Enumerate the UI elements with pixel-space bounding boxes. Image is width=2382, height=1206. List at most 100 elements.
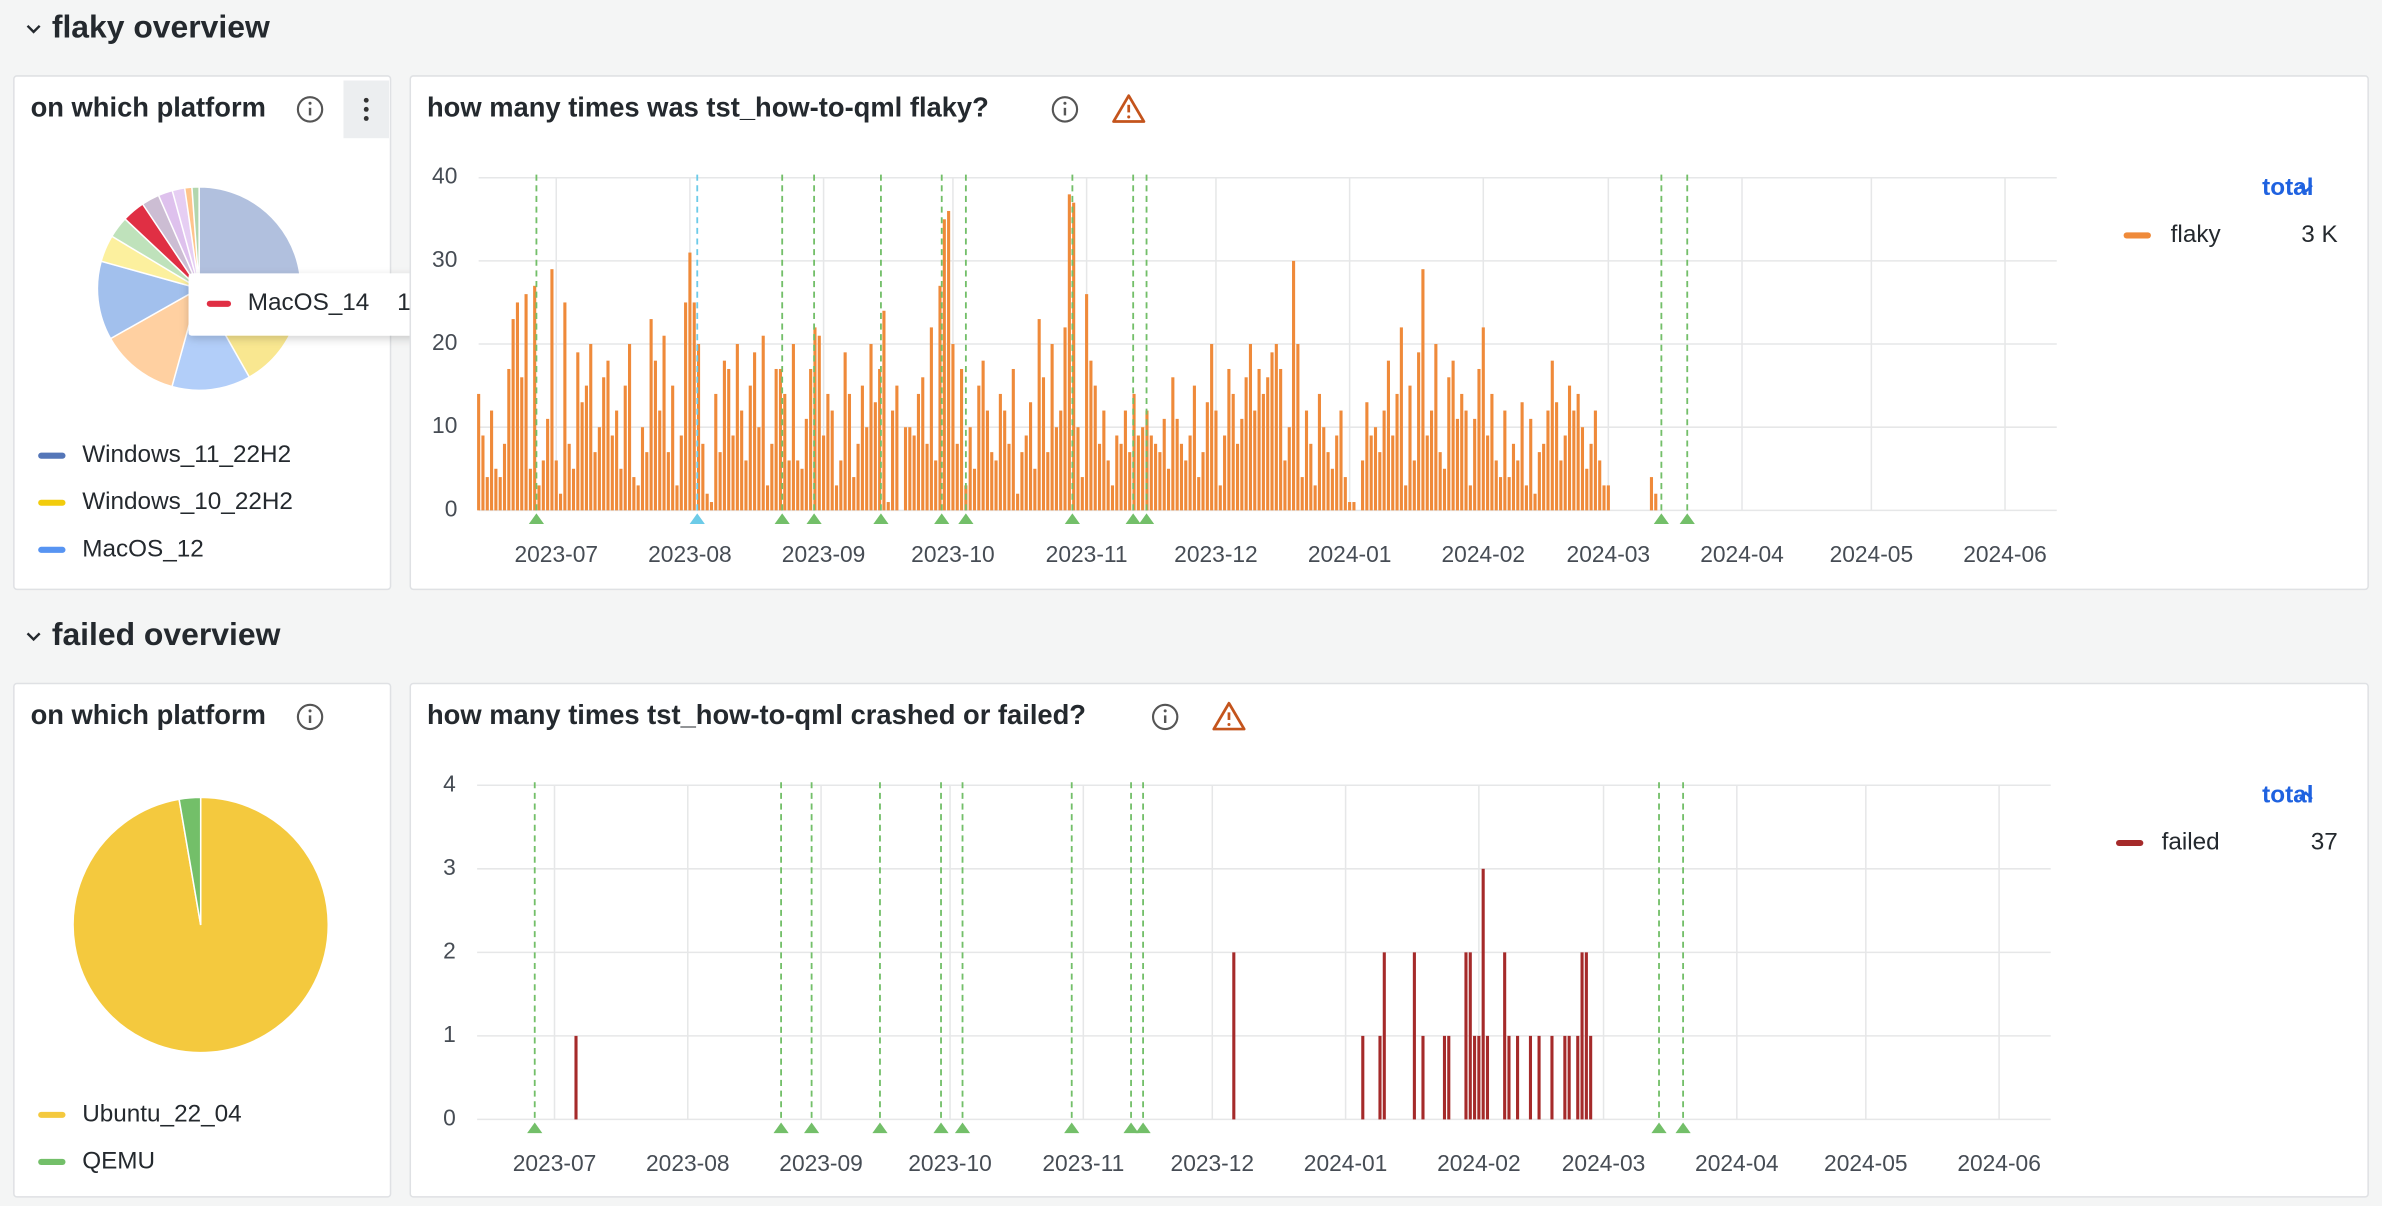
bar bbox=[1528, 1035, 1533, 1120]
bar bbox=[1369, 435, 1373, 511]
annotation-marker[interactable] bbox=[806, 513, 822, 525]
bar bbox=[671, 385, 675, 511]
bar bbox=[675, 485, 679, 511]
bar bbox=[1201, 452, 1205, 511]
legend-label[interactable]: MacOS_12 bbox=[82, 535, 204, 562]
pie-slice[interactable] bbox=[183, 186, 200, 289]
info-icon[interactable] bbox=[296, 703, 324, 731]
pie-slice[interactable] bbox=[109, 287, 201, 388]
annotation-marker[interactable] bbox=[527, 1122, 543, 1134]
warning-icon[interactable] bbox=[1212, 701, 1246, 731]
bar bbox=[955, 443, 959, 511]
annotation-marker[interactable] bbox=[1064, 513, 1080, 525]
annotation-marker[interactable] bbox=[689, 513, 705, 525]
annotation-marker[interactable] bbox=[873, 513, 889, 525]
pie-slice[interactable] bbox=[171, 187, 200, 289]
bar bbox=[1477, 368, 1481, 511]
panel-menu-dot[interactable] bbox=[363, 106, 369, 112]
annotation-marker[interactable] bbox=[773, 1122, 789, 1134]
legend-label[interactable]: failed bbox=[2162, 828, 2220, 855]
bar bbox=[636, 485, 640, 511]
pie-slice[interactable] bbox=[191, 186, 200, 289]
pie-slice[interactable] bbox=[96, 260, 202, 340]
legend-label[interactable]: QEMU bbox=[82, 1147, 155, 1174]
x-tick-label: 2024-03 bbox=[1562, 1150, 1646, 1176]
row-title[interactable]: flaky overview bbox=[52, 8, 270, 44]
pie-slice[interactable] bbox=[141, 194, 200, 290]
annotation-marker[interactable] bbox=[1125, 513, 1141, 525]
pie-slice[interactable] bbox=[100, 235, 200, 290]
annotation-marker[interactable] bbox=[1653, 513, 1669, 525]
pie-slice[interactable] bbox=[123, 202, 200, 290]
info-icon[interactable] bbox=[296, 96, 324, 123]
bar bbox=[1516, 460, 1520, 511]
bar bbox=[1516, 1035, 1520, 1120]
pie-slice[interactable] bbox=[171, 286, 251, 392]
legend-label[interactable]: Windows_10_22H2 bbox=[82, 488, 293, 515]
bar bbox=[1072, 202, 1076, 511]
annotation-marker[interactable] bbox=[1135, 1122, 1151, 1134]
annotation-marker[interactable] bbox=[1138, 513, 1155, 525]
y-tick-label: 2 bbox=[443, 937, 456, 963]
row-chevron[interactable] bbox=[26, 24, 41, 34]
annotation-marker[interactable] bbox=[774, 513, 790, 525]
pie-slice[interactable] bbox=[178, 796, 202, 926]
bar bbox=[847, 393, 852, 511]
row-title[interactable]: failed overview bbox=[52, 616, 281, 652]
panel-menu-dot[interactable] bbox=[363, 97, 369, 103]
bar bbox=[1494, 460, 1498, 511]
panel-title: on which platform bbox=[31, 92, 266, 123]
bar bbox=[1593, 410, 1597, 511]
x-tick-label: 2023-09 bbox=[779, 1150, 863, 1176]
bar bbox=[809, 368, 813, 511]
legend-label[interactable]: Windows_11_22H2 bbox=[82, 441, 291, 468]
annotation-marker[interactable] bbox=[1123, 1122, 1139, 1134]
annotation-marker[interactable] bbox=[1679, 513, 1695, 525]
info-icon-dot bbox=[1063, 101, 1067, 105]
legend-label[interactable]: Ubuntu_22_04 bbox=[82, 1100, 241, 1127]
x-tick-label: 2024-06 bbox=[1957, 1150, 2041, 1176]
panel: how many times was tst_how-to-qml flaky?… bbox=[409, 75, 2369, 591]
bar bbox=[981, 360, 985, 511]
info-icon[interactable] bbox=[1051, 96, 1079, 123]
bar bbox=[1533, 493, 1537, 511]
legend-total: 3 K bbox=[2301, 221, 2337, 248]
panel-title: how many times was tst_how-to-qml flaky? bbox=[427, 92, 989, 123]
warning-icon[interactable] bbox=[1112, 94, 1146, 123]
annotation-marker[interactable] bbox=[1675, 1122, 1691, 1134]
legend-header[interactable]: total bbox=[2262, 781, 2313, 808]
bar bbox=[791, 344, 795, 511]
bar bbox=[1378, 1035, 1382, 1120]
pie-slice[interactable] bbox=[157, 189, 200, 289]
annotation-marker[interactable] bbox=[1064, 1122, 1080, 1134]
bar bbox=[761, 335, 765, 511]
panel-menu-dot[interactable] bbox=[363, 116, 369, 121]
annotation-marker[interactable] bbox=[934, 513, 950, 525]
bar bbox=[1490, 393, 1494, 511]
legend-header[interactable]: total bbox=[2262, 174, 2313, 201]
bar bbox=[1154, 443, 1158, 511]
info-icon[interactable] bbox=[1151, 703, 1179, 731]
sort-chevron[interactable] bbox=[2298, 791, 2313, 800]
sort-chevron[interactable] bbox=[2298, 184, 2313, 194]
annotation-marker[interactable] bbox=[804, 1122, 820, 1134]
bar bbox=[1011, 368, 1015, 511]
bar bbox=[834, 485, 839, 511]
row-chevron[interactable] bbox=[26, 632, 41, 642]
bar bbox=[1136, 435, 1140, 511]
annotation-marker[interactable] bbox=[958, 513, 974, 525]
bar bbox=[830, 410, 834, 511]
bar bbox=[1296, 344, 1300, 511]
annotation-marker[interactable] bbox=[872, 1122, 888, 1134]
bar bbox=[709, 502, 714, 511]
annotation-marker[interactable] bbox=[954, 1122, 971, 1134]
legend-label[interactable]: flaky bbox=[2171, 221, 2222, 248]
panel-frame bbox=[409, 75, 2369, 591]
annotation-marker[interactable] bbox=[528, 513, 545, 525]
bar bbox=[1348, 502, 1352, 511]
annotation-marker[interactable] bbox=[1651, 1122, 1667, 1134]
bar bbox=[1335, 435, 1339, 511]
annotation-marker[interactable] bbox=[933, 1122, 949, 1134]
